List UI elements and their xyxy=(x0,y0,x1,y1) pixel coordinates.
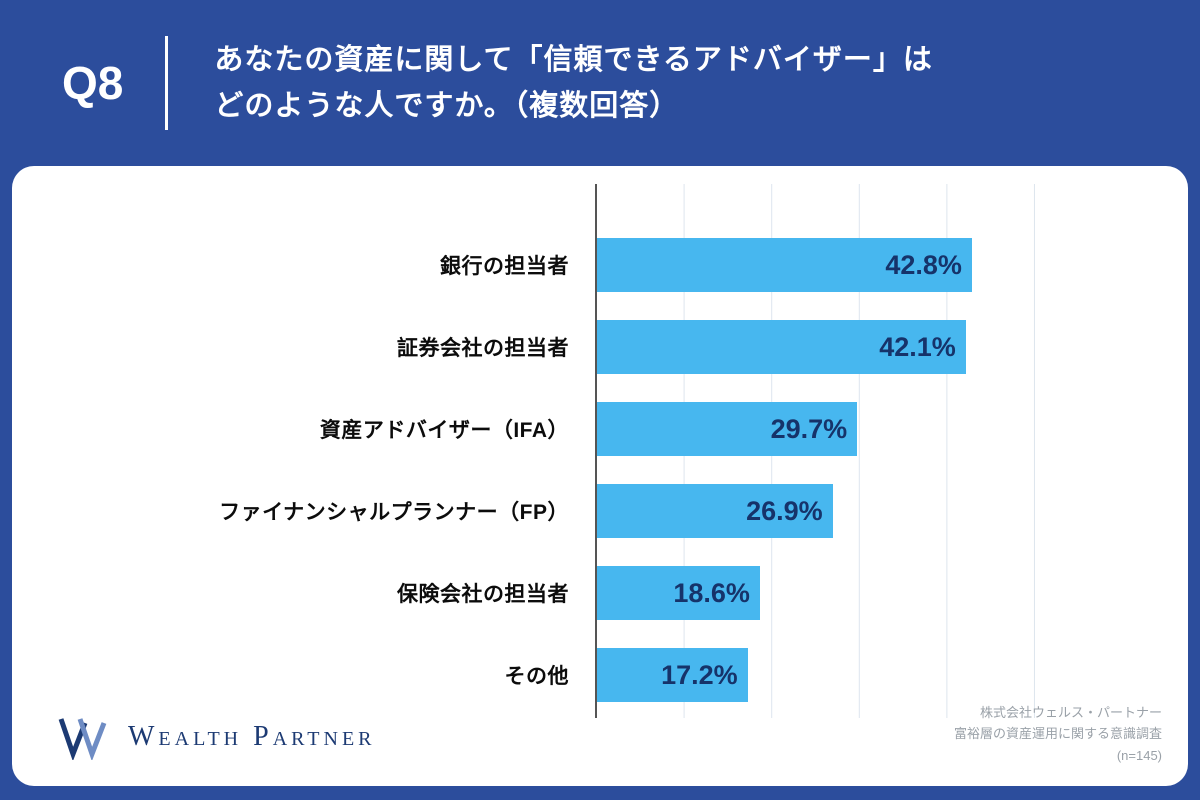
bar-area: 42.8% xyxy=(597,238,1035,292)
header-divider xyxy=(165,36,169,130)
source-company: 株式会社ウェルス・パートナー xyxy=(979,704,1162,720)
bar: 42.1% xyxy=(597,320,966,374)
category-label: その他 xyxy=(504,665,569,688)
chart-row: 証券会社の担当者 42.1% xyxy=(12,306,1188,388)
bar-area: 42.1% xyxy=(597,320,1035,374)
chart-row: ファイナンシャルプランナー（FP） 26.9% xyxy=(12,470,1188,552)
chart-row: 銀行の担当者 42.8% xyxy=(12,224,1188,306)
chart-row: その他 17.2% xyxy=(12,634,1188,716)
value-label: 42.1% xyxy=(879,331,956,362)
question-number: Q8 xyxy=(62,57,124,109)
bar: 42.8% xyxy=(597,238,972,292)
value-label: 42.8% xyxy=(885,249,962,280)
wealth-partner-logo-icon xyxy=(58,718,107,760)
chart-rows: 銀行の担当者 42.8% 証券会社の担当者 42.1% 資産アドバイザー（IFA… xyxy=(12,224,1188,716)
question-title: あなたの資産に関して「信頼できるアドバイザー」は どのような人ですか。（複数回答… xyxy=(214,37,933,130)
value-label: 18.6% xyxy=(673,577,750,608)
category-label: 資産アドバイザー（IFA） xyxy=(319,419,569,442)
chart-row: 資産アドバイザー（IFA） 29.7% xyxy=(12,388,1188,470)
category-label: 保険会社の担当者 xyxy=(397,583,569,606)
value-label: 26.9% xyxy=(746,495,823,526)
bar: 29.7% xyxy=(597,402,858,456)
bar: 18.6% xyxy=(597,566,760,620)
bar: 17.2% xyxy=(597,648,748,702)
survey-source: 株式会社ウェルス・パートナー 富裕層の資産運用に関する意識調査 (n=145) xyxy=(954,702,1162,766)
bar-area: 29.7% xyxy=(597,402,1035,456)
question-title-line2: どのような人ですか。（複数回答） xyxy=(214,90,680,122)
company-logo: Wealth Partner xyxy=(56,714,376,760)
source-sample-size: (n=145) xyxy=(1116,747,1162,763)
bar-area: 18.6% xyxy=(597,566,1035,620)
question-title-line1: あなたの資産に関して「信頼できるアドバイザー」は xyxy=(214,43,933,76)
category-label: ファイナンシャルプランナー（FP） xyxy=(219,501,569,524)
logo-text: Wealth Partner xyxy=(128,721,376,752)
source-survey: 富裕層の資産運用に関する意識調査 xyxy=(953,726,1162,742)
bar-area: 17.2% xyxy=(597,648,1035,702)
category-label: 証券会社の担当者 xyxy=(397,337,569,360)
bar: 26.9% xyxy=(597,484,833,538)
question-header: Q8 あなたの資産に関して「信頼できるアドバイザー」は どのような人ですか。（複… xyxy=(0,0,1200,166)
value-label: 29.7% xyxy=(770,413,848,444)
chart-row: 保険会社の担当者 18.6% xyxy=(12,552,1188,634)
bar-area: 26.9% xyxy=(597,484,1035,538)
value-label: 17.2% xyxy=(661,659,738,690)
chart-card: 銀行の担当者 42.8% 証券会社の担当者 42.1% 資産アドバイザー（IFA… xyxy=(12,166,1188,786)
category-label: 銀行の担当者 xyxy=(440,255,569,278)
